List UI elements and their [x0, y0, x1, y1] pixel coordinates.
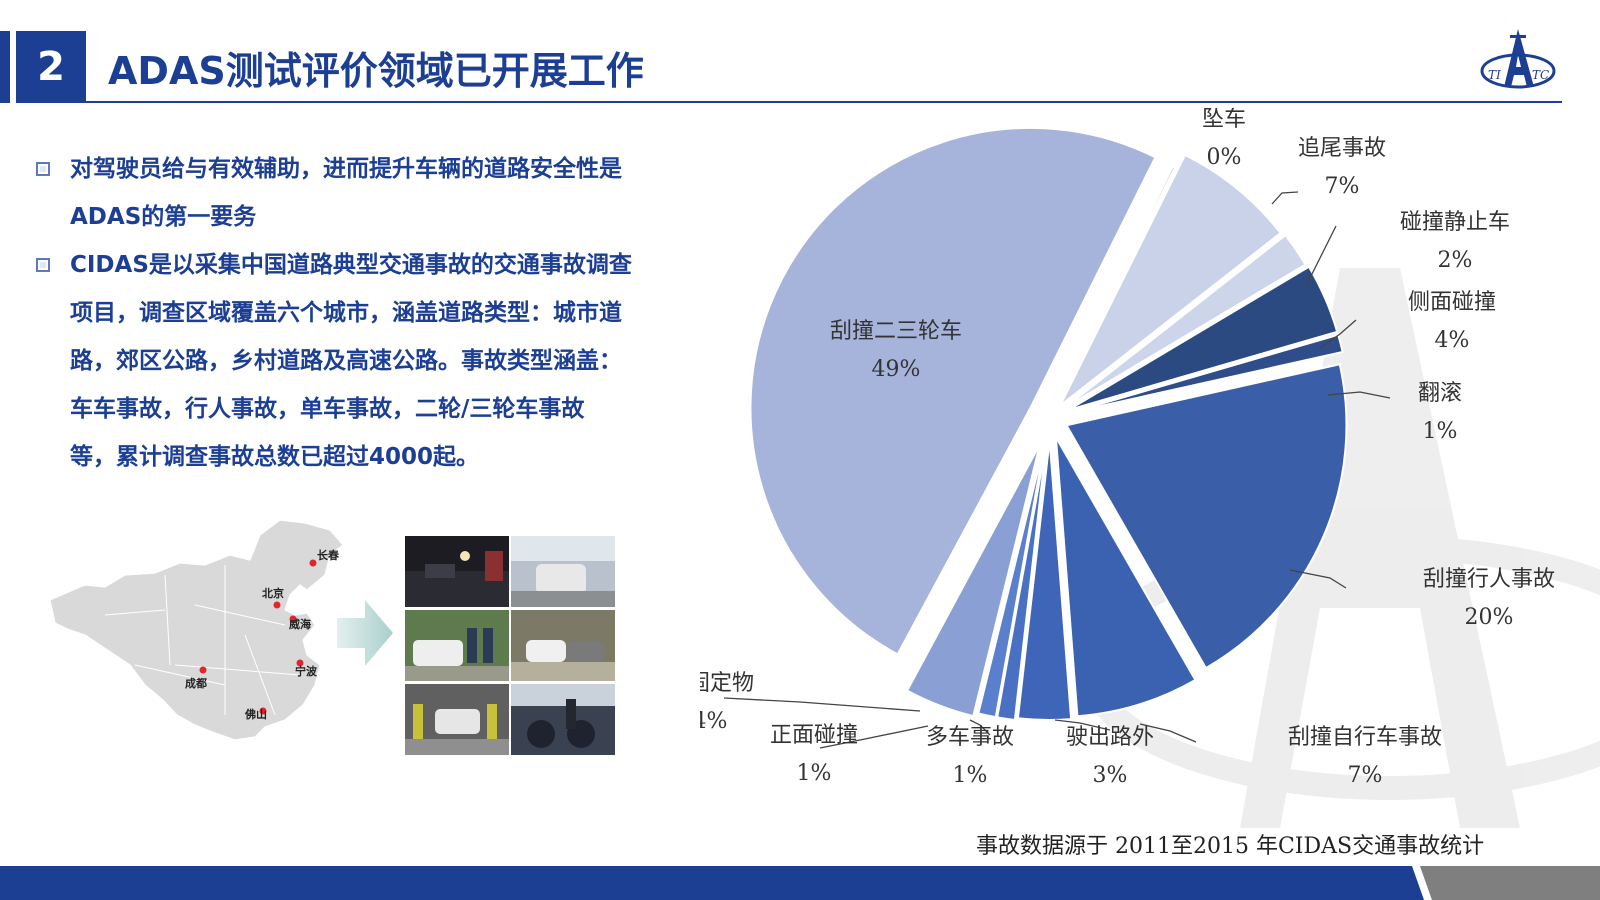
- accident-photo: [405, 536, 509, 607]
- slice-percent-label: 4%: [1435, 328, 1470, 353]
- city-marker: [296, 659, 304, 667]
- bullet-line: 项目，调查区域覆盖六个城市，涵盖道路类型：城市道: [70, 300, 622, 326]
- pie-slice: [905, 443, 1041, 718]
- leader-line: [1139, 723, 1197, 743]
- accident-photo: [511, 536, 615, 607]
- bullet-item: CIDAS是以采集中国道路典型交通事故的交通事故调查 项目，调查区域覆盖六个城市…: [30, 241, 730, 481]
- bullet-item: 对驾驶员给与有效辅助，进而提升车辆的道路安全性是 ADAS的第一要务: [30, 145, 730, 241]
- slice-name-label: 坠车: [1202, 108, 1246, 132]
- leader-line: [1319, 319, 1357, 349]
- tiatc-logo: TI TC: [1480, 29, 1556, 89]
- bullet-square-icon: [36, 162, 50, 176]
- city-marker: [273, 601, 281, 609]
- svg-text:TC: TC: [1532, 68, 1549, 82]
- leader-line: [723, 697, 921, 712]
- pie-slice: [1049, 165, 1177, 419]
- pie-slice: [749, 126, 1157, 656]
- pie-slice: [1059, 153, 1283, 407]
- accident-photo: [405, 684, 509, 755]
- bullet-list: 对驾驶员给与有效辅助，进而提升车辆的道路安全性是 ADAS的第一要务 CIDAS…: [30, 145, 730, 481]
- leader-line: [1054, 719, 1111, 731]
- slice-percent-label: 7%: [1325, 174, 1360, 199]
- title-divider: [86, 101, 1562, 103]
- leader-line: [1289, 569, 1347, 589]
- pie-slice: [1016, 439, 1073, 721]
- section-number: 2: [16, 31, 86, 103]
- svg-text:TI: TI: [1488, 68, 1501, 82]
- slice-name-label: 翻滚: [1418, 381, 1462, 406]
- slice-percent-label: 20%: [1465, 605, 1514, 630]
- header: 2 ADAS测试评价领域已开展工作 TI TC: [0, 0, 1600, 103]
- slice-name-label: 刮撞行人事故: [1423, 567, 1555, 592]
- city-marker: [199, 666, 207, 674]
- accident-photo: [405, 610, 509, 681]
- slice-percent-label: 2%: [1438, 248, 1473, 273]
- leader-line: [969, 719, 991, 736]
- slice-name-label: 侧面碰撞: [1408, 290, 1496, 315]
- slice-name-label: 撞固定物: [700, 671, 754, 696]
- leader-line: [819, 725, 929, 749]
- slice-name-label: 碰撞静止车: [1400, 210, 1510, 235]
- city-marker: [309, 559, 317, 567]
- city-label: 威海: [289, 617, 311, 631]
- bullet-line: CIDAS是以采集中国道路典型交通事故的交通事故调查: [70, 252, 632, 278]
- city-label: 长春: [317, 548, 340, 562]
- footer-bar: [0, 866, 1600, 900]
- slice-name-label: 驶出路外: [1066, 725, 1154, 750]
- city-label: 北京: [262, 586, 284, 600]
- slice-name-label: 正面碰撞: [770, 723, 858, 748]
- source-note: 事故数据源于 2011至2015 年CIDAS交通事故统计: [976, 834, 1485, 859]
- header-stripe: [0, 31, 10, 103]
- pie-chart: 坠车 0% 追尾事故 7% 碰撞静止车 2% 侧面碰撞 4% 翻滚 1% 刮撞行人事故 20% 刮撞自行…: [700, 108, 1600, 828]
- pie-slice: [977, 441, 1047, 719]
- accident-photo: [511, 610, 615, 681]
- pie-slice: [996, 441, 1048, 722]
- china-map-outline: [49, 519, 344, 741]
- pie-slice: [1064, 233, 1307, 409]
- bullet-line: 车车事故，行人事故，单车事故，二轮/三轮车事故: [70, 396, 585, 422]
- slice-name-label: 刮撞二三轮车: [830, 319, 962, 344]
- city-marker: [259, 707, 267, 715]
- bullet-line: 路，郊区公路，乡村道路及高速公路。事故类型涵盖：: [70, 348, 622, 374]
- slice-percent-label: 1%: [953, 763, 988, 788]
- leader-line: [1271, 191, 1299, 205]
- slice-name-label: 多车事故: [926, 725, 1014, 750]
- city-label: 宁波: [295, 664, 318, 678]
- pie-slice: [1054, 436, 1197, 718]
- bullet-line: ADAS的第一要务: [70, 204, 257, 230]
- accident-photo: [511, 684, 615, 755]
- slice-percent-label: 0%: [1207, 145, 1242, 170]
- slice-percent-label: 7%: [1348, 763, 1383, 788]
- leader-line: [1327, 391, 1391, 399]
- bullet-square-icon: [36, 258, 50, 272]
- slice-percent-label: 1%: [797, 761, 832, 786]
- leader-line: [1304, 225, 1337, 289]
- city-marker: [289, 615, 297, 623]
- slice-percent-label: 4%: [700, 709, 727, 734]
- city-label: 佛山: [244, 707, 267, 721]
- accident-photos: [405, 536, 615, 758]
- slice-percent-label: 3%: [1093, 763, 1128, 788]
- bullet-line: 等，累计调查事故总数已超过4000起。: [70, 444, 480, 470]
- slice-percent-label: 1%: [1423, 419, 1458, 444]
- slice-name-label: 追尾事故: [1298, 136, 1386, 161]
- page-title: ADAS测试评价领域已开展工作: [108, 49, 644, 93]
- city-label: 成都: [185, 676, 207, 690]
- slice-percent-label: 49%: [872, 357, 921, 382]
- arrow-right-icon: [337, 600, 393, 666]
- china-map: 长春 北京 威海 宁波 成都 佛山: [49, 519, 344, 741]
- bullet-line: 对驾驶员给与有效辅助，进而提升车辆的道路安全性是: [70, 156, 622, 182]
- slice-name-label: 刮撞自行车事故: [1288, 725, 1442, 750]
- pie-slice: [1064, 363, 1348, 670]
- pie-slice: [1067, 265, 1339, 411]
